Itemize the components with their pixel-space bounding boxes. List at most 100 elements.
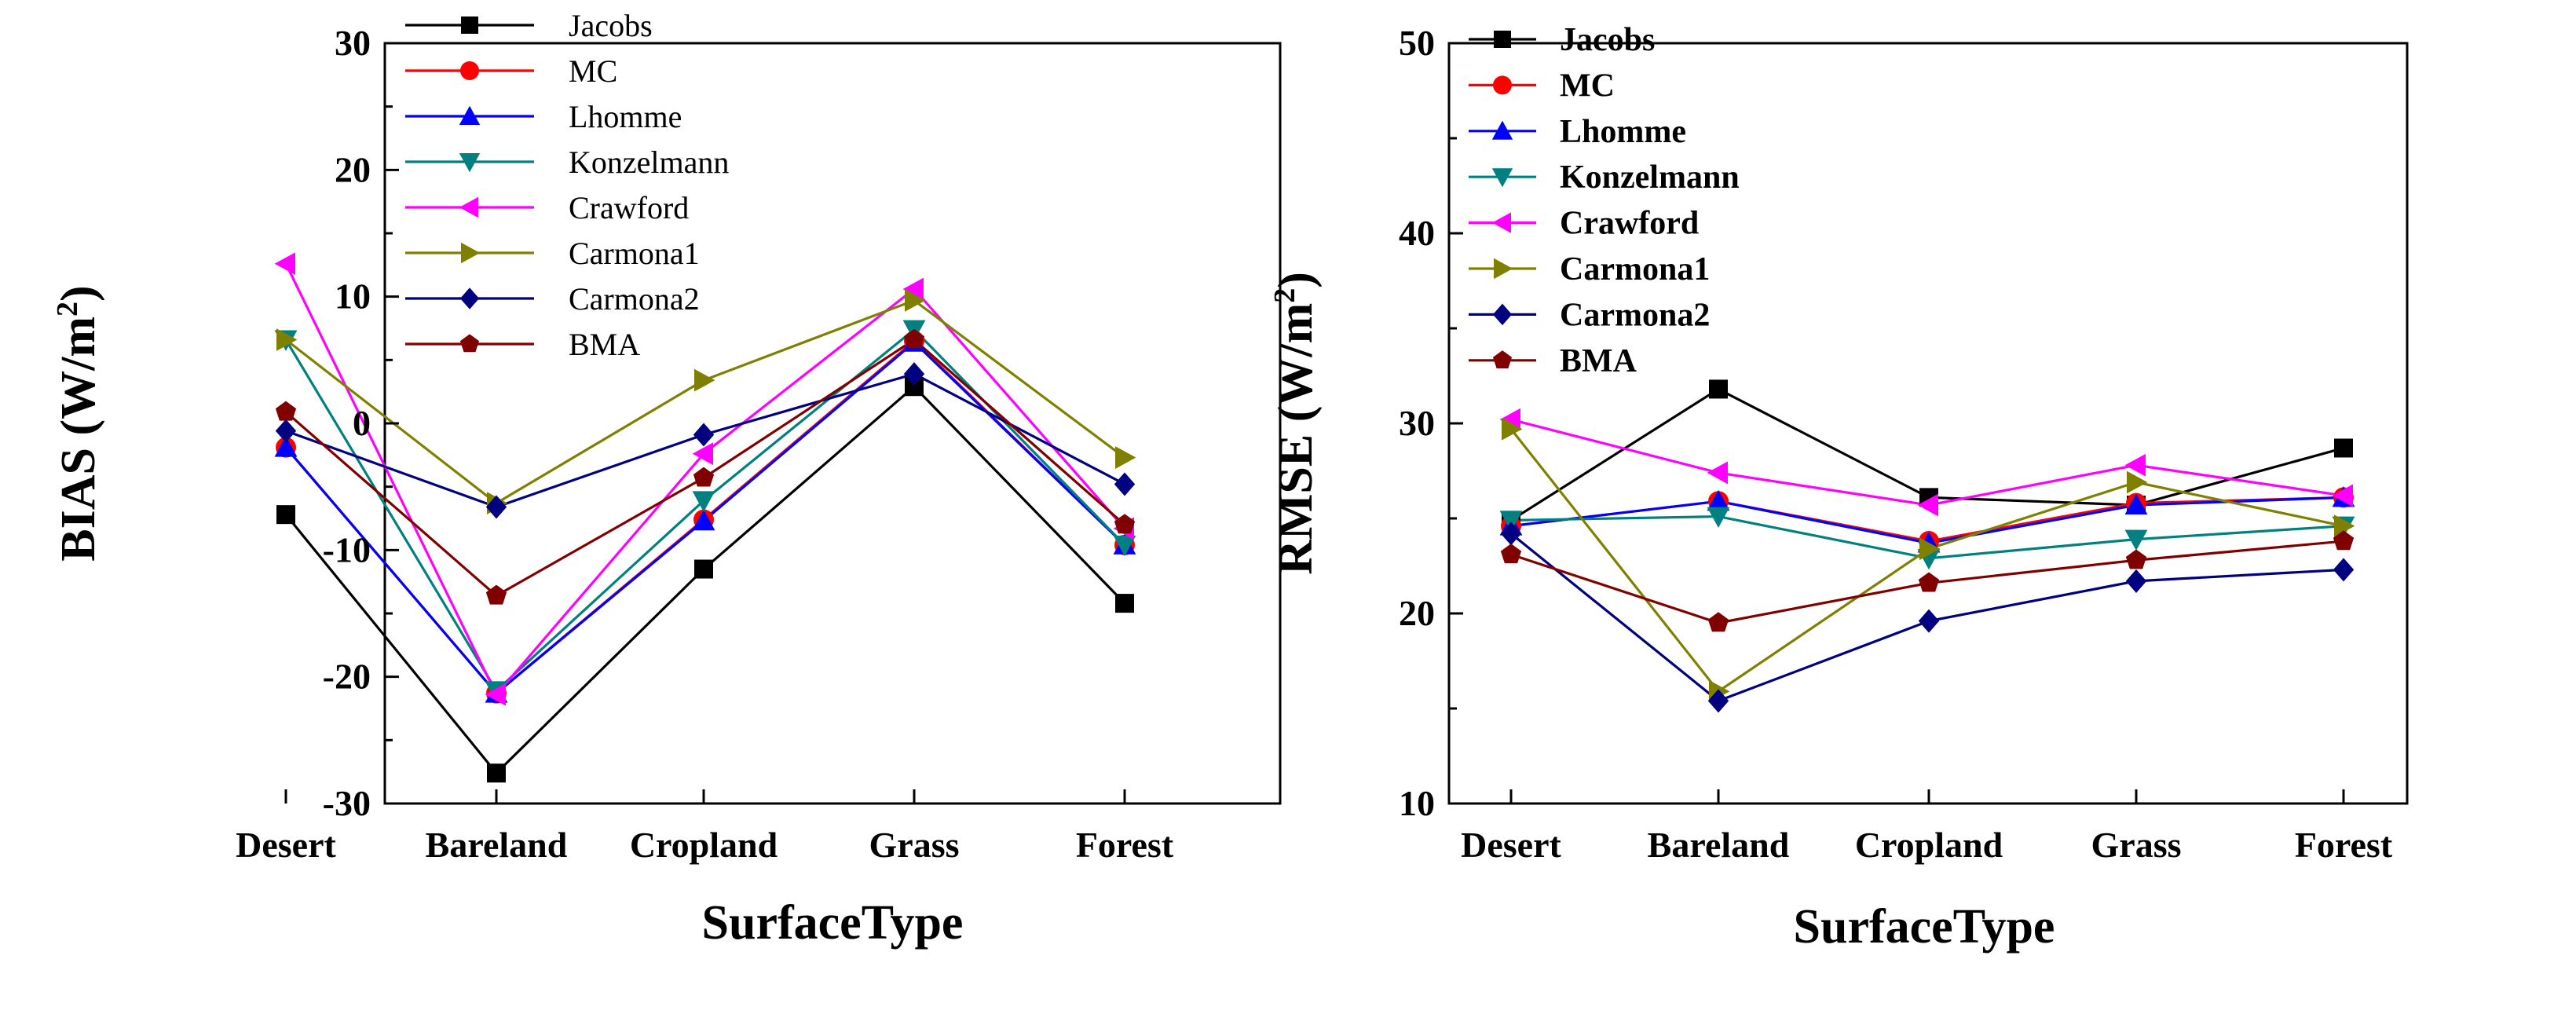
- data-point-crawford: [1917, 493, 1938, 517]
- data-point-crawford: [692, 442, 713, 466]
- legend-label-lhomme: Lhomme: [569, 99, 682, 134]
- legend-label-carmona1: Carmona1: [569, 236, 700, 271]
- data-point-lhomme: [2124, 493, 2148, 515]
- data-point-carmona1: [694, 368, 715, 392]
- legend-swatch-marker: [459, 287, 480, 309]
- data-point-carmona2: [275, 419, 297, 443]
- data-point-crawford: [1707, 461, 1728, 485]
- legend-label-lhomme: Lhomme: [1560, 114, 1686, 150]
- y-tick-label: -20: [323, 657, 371, 697]
- data-point-carmona2: [1500, 522, 1522, 546]
- y-axis-title: BIAS (W/m2): [51, 285, 105, 561]
- legend-swatch-marker: [1492, 350, 1513, 369]
- y-axis-title-close: ): [1269, 272, 1323, 288]
- legend-label-carmona2: Carmona2: [1560, 297, 1710, 333]
- y-tick-label: 50: [1399, 23, 1435, 63]
- data-point-crawford: [274, 252, 295, 276]
- data-point-carmona2: [1918, 609, 1940, 633]
- legend-label-konzelmann: Konzelmann: [569, 145, 729, 180]
- axis-tick-labels: -30 -20 -10 0 10 20 30 Desert Bareland Cropland Gr…: [236, 23, 1174, 865]
- data-point-carmona1: [905, 289, 926, 312]
- data-point-lhomme: [692, 509, 715, 531]
- y-axis-title-superscript: 2: [1268, 288, 1301, 303]
- bias-chart: -30 -20 -10 0 10 20 30 Desert Bareland Cropland Gr…: [51, 8, 1282, 950]
- data-point-carmona1: [1115, 446, 1136, 469]
- legend-swatch-marker: [1491, 120, 1513, 140]
- data-point-bma: [1918, 572, 1940, 592]
- data-point-carmona2: [2125, 569, 2147, 593]
- data-point-bma: [1500, 544, 1522, 564]
- x-tick-label: Grass: [869, 825, 960, 865]
- legend-label-bma: BMA: [1560, 343, 1637, 379]
- data-point-carmona1: [1919, 537, 1941, 561]
- rmse-chart: 10 20 30 40 50 Desert Bareland Cropland Grass For…: [1268, 22, 2409, 954]
- data-point-bma: [903, 328, 925, 349]
- legend-swatch-marker: [1492, 303, 1513, 326]
- y-axis-title-close: ): [52, 285, 105, 302]
- data-point-carmona1: [2127, 470, 2148, 494]
- x-axis-title: SurfaceType: [702, 896, 964, 950]
- data-point-konzelmann: [1113, 535, 1136, 557]
- y-tick-label: 10: [1399, 783, 1435, 823]
- data-point-bma: [693, 467, 715, 487]
- x-tick-label: Cropland: [1855, 825, 2003, 865]
- data-point-konzelmann: [1707, 507, 1730, 528]
- axis-ticks: [284, 42, 1126, 805]
- legend-label-carmona2: Carmona2: [569, 281, 700, 317]
- legend-swatch-marker: [1491, 212, 1511, 233]
- legend-label-jacobs: Jacobs: [569, 8, 653, 43]
- y-tick-label: -10: [323, 529, 371, 569]
- data-point-jacobs: [276, 505, 295, 525]
- legend-swatch-marker: [1494, 31, 1511, 48]
- legend-label-bma: BMA: [569, 327, 640, 362]
- data-point-bma: [275, 401, 297, 421]
- data-point-bma: [2125, 549, 2147, 569]
- data-point-carmona1: [2334, 514, 2355, 538]
- legend-label-carmona1: Carmona1: [1560, 251, 1710, 287]
- data-point-lhomme: [274, 436, 298, 457]
- data-point-carmona2: [903, 362, 925, 386]
- y-tick-label: 40: [1399, 213, 1435, 253]
- data-point-konzelmann: [692, 491, 715, 512]
- legend-label-jacobs: Jacobs: [1560, 22, 1655, 58]
- y-tick-label: -30: [323, 783, 371, 823]
- series-markers: [1499, 379, 2355, 713]
- y-axis-title-text: BIAS (W/m: [52, 317, 105, 562]
- y-axis-title-text: RMSE (W/m: [1269, 303, 1323, 575]
- data-point-bma: [2333, 530, 2355, 551]
- x-tick-label: Bareland: [1648, 825, 1790, 865]
- data-point-crawford: [485, 683, 506, 706]
- data-point-lhomme: [1707, 489, 1730, 511]
- data-point-carmona2: [693, 423, 715, 447]
- x-tick-label: Grass: [2091, 825, 2182, 865]
- data-point-jacobs: [2334, 438, 2353, 458]
- y-axis-title-superscript: 2: [51, 302, 84, 317]
- legend-label-crawford: Crawford: [1560, 206, 1699, 242]
- y-tick-label: 30: [335, 23, 371, 63]
- data-point-crawford: [2332, 484, 2353, 507]
- legend-swatch-marker: [459, 105, 481, 125]
- y-axis-title: RMSE (W/m2): [1268, 272, 1323, 575]
- axis-tick-labels: 10 20 30 40 50 Desert Bareland Cropland Grass For…: [1399, 23, 2393, 865]
- y-tick-label: 0: [353, 403, 371, 443]
- data-point-carmona1: [1502, 417, 1523, 441]
- data-point-carmona1: [276, 328, 298, 351]
- legend-swatch-marker: [1493, 75, 1512, 95]
- legend-label-konzelmann: Konzelmann: [1560, 159, 1740, 196]
- data-point-jacobs: [1709, 379, 1728, 399]
- data-point-carmona2: [485, 495, 507, 519]
- legend-swatch-marker: [459, 153, 481, 173]
- y-tick-label: 30: [1399, 403, 1435, 443]
- plot-frame: [383, 42, 1282, 805]
- plot-frame: [1447, 42, 2409, 805]
- data-point-jacobs: [694, 559, 713, 579]
- x-tick-label: Desert: [236, 825, 336, 865]
- legend-swatch-marker: [460, 61, 479, 80]
- data-point-carmona2: [1114, 472, 1136, 496]
- data-point-jacobs: [487, 763, 506, 783]
- legend: Jacobs MC Lhomme Konzelmann Crawford Carmona1…: [1469, 22, 1740, 379]
- x-tick-label: Desert: [1461, 825, 1561, 865]
- data-point-carmona2: [1707, 689, 1729, 713]
- legend-label-crawford: Crawford: [569, 190, 689, 225]
